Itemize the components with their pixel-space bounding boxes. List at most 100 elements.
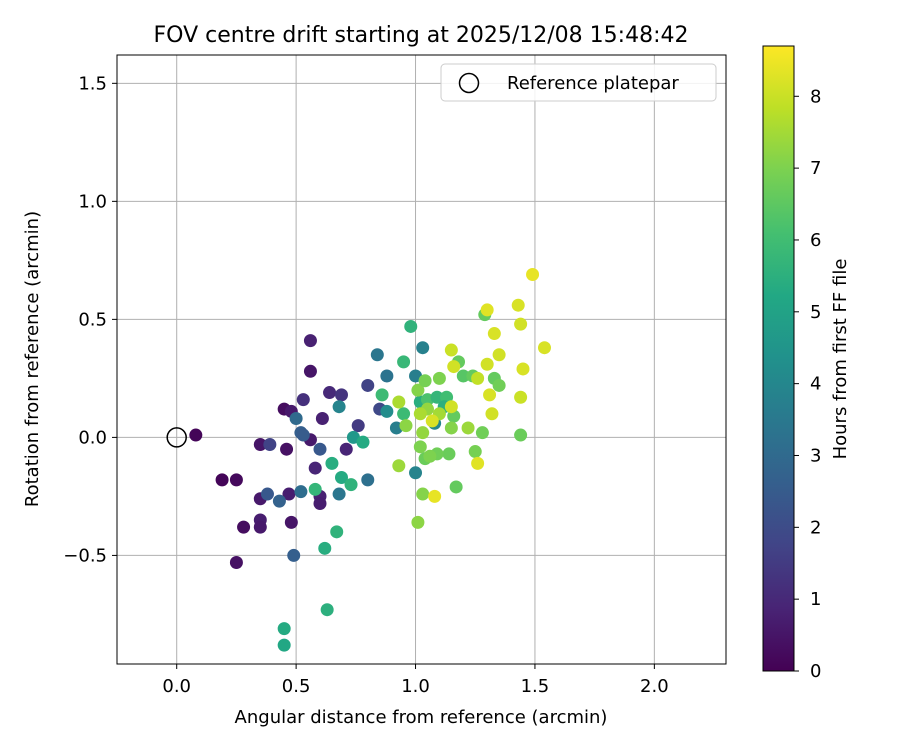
data-point [370, 348, 384, 362]
data-point [480, 357, 494, 371]
legend-marker [458, 72, 480, 94]
y-tick-label: 1.5 [78, 73, 107, 94]
data-point [229, 556, 243, 569]
data-point [411, 383, 425, 397]
data-point [399, 419, 413, 433]
data-point [303, 364, 317, 378]
data-point [485, 407, 499, 421]
data-point [413, 407, 427, 421]
data-point [492, 378, 506, 392]
colorbar-tick-label: 1 [810, 589, 821, 610]
data-point [425, 414, 439, 428]
x-tick-label: 1.5 [521, 676, 550, 697]
x-tick-label: 0.5 [282, 676, 311, 697]
data-point [303, 334, 317, 348]
data-point [325, 456, 339, 470]
data-point [475, 426, 489, 440]
data-point [409, 466, 423, 480]
colorbar-ticks: 0 1 2 3 4 5 6 7 8 [794, 86, 821, 682]
data-point [332, 400, 346, 414]
data-point [392, 395, 406, 409]
x-tick-label: 1.0 [401, 676, 430, 697]
colorbar-tick-label: 0 [810, 661, 821, 682]
data-point [294, 485, 308, 499]
data-point [215, 473, 229, 487]
data-point [514, 317, 528, 331]
data-point [444, 421, 458, 435]
data-point [404, 319, 418, 333]
data-point [189, 428, 203, 442]
colorbar: 0 1 2 3 4 5 6 7 8 Hours from first FF file [762, 45, 851, 682]
data-point [380, 369, 394, 383]
data-point [442, 447, 456, 461]
data-point [320, 603, 334, 617]
data-point [308, 482, 322, 496]
y-ticks: −0.5 0.0 0.5 1.0 1.5 [63, 73, 117, 566]
chart-title: FOV centre drift starting at 2025/12/08 … [154, 23, 689, 48]
colorbar-tick-label: 8 [810, 86, 821, 107]
data-point [392, 459, 406, 473]
data-point [296, 393, 310, 407]
data-point [351, 419, 365, 433]
data-point [418, 374, 432, 388]
data-point [444, 343, 458, 357]
data-point [334, 388, 348, 402]
data-point [332, 487, 346, 501]
x-tick-label: 2.0 [640, 676, 669, 697]
legend-label: Reference platepar [507, 73, 679, 94]
data-point [397, 355, 411, 369]
data-point [339, 442, 353, 456]
data-point [263, 437, 277, 451]
data-point [237, 520, 251, 534]
data-point [471, 371, 485, 385]
data-point [413, 440, 427, 454]
data-point [287, 548, 301, 562]
data-point [280, 442, 294, 456]
data-point [282, 487, 296, 501]
data-point [526, 268, 540, 282]
data-point [468, 445, 482, 459]
x-ticks: 0.0 0.5 1.0 1.5 2.0 [162, 664, 669, 697]
data-point [356, 435, 370, 449]
data-point [323, 386, 337, 400]
reference-platepar-marker [166, 427, 187, 448]
data-point [483, 388, 497, 402]
data-point [432, 371, 446, 385]
reference-marker-group [166, 427, 187, 448]
data-point [375, 388, 389, 402]
data-point [277, 638, 291, 652]
data-point [344, 478, 358, 492]
y-tick-label: 0.0 [78, 427, 107, 448]
data-point [471, 456, 485, 470]
data-point [416, 487, 430, 501]
data-point [516, 362, 530, 376]
data-point [380, 404, 394, 418]
data-point [447, 360, 461, 374]
data-point [284, 515, 298, 529]
colorbar-tick-label: 4 [810, 374, 821, 395]
axes-frame [116, 54, 727, 665]
data-point [416, 426, 430, 440]
data-point [444, 400, 458, 414]
colorbar-label: Hours from first FF file [830, 259, 851, 460]
y-tick-label: 0.5 [78, 309, 107, 330]
colorbar-tick-label: 7 [810, 158, 821, 179]
data-points [189, 268, 551, 652]
data-point [428, 489, 442, 503]
data-point [308, 461, 322, 475]
data-point [511, 298, 525, 312]
y-axis-label: Rotation from reference (arcmin) [22, 211, 43, 507]
data-point [537, 341, 551, 355]
data-point [289, 412, 303, 426]
data-point [514, 390, 528, 404]
data-point [449, 480, 463, 494]
x-tick-label: 0.0 [162, 676, 191, 697]
x-axis-label: Angular distance from reference (arcmin) [235, 707, 608, 728]
data-point [461, 421, 475, 435]
colorbar-tick-label: 2 [810, 517, 821, 538]
data-point [456, 369, 470, 383]
data-point [313, 442, 327, 456]
data-point [296, 428, 310, 442]
